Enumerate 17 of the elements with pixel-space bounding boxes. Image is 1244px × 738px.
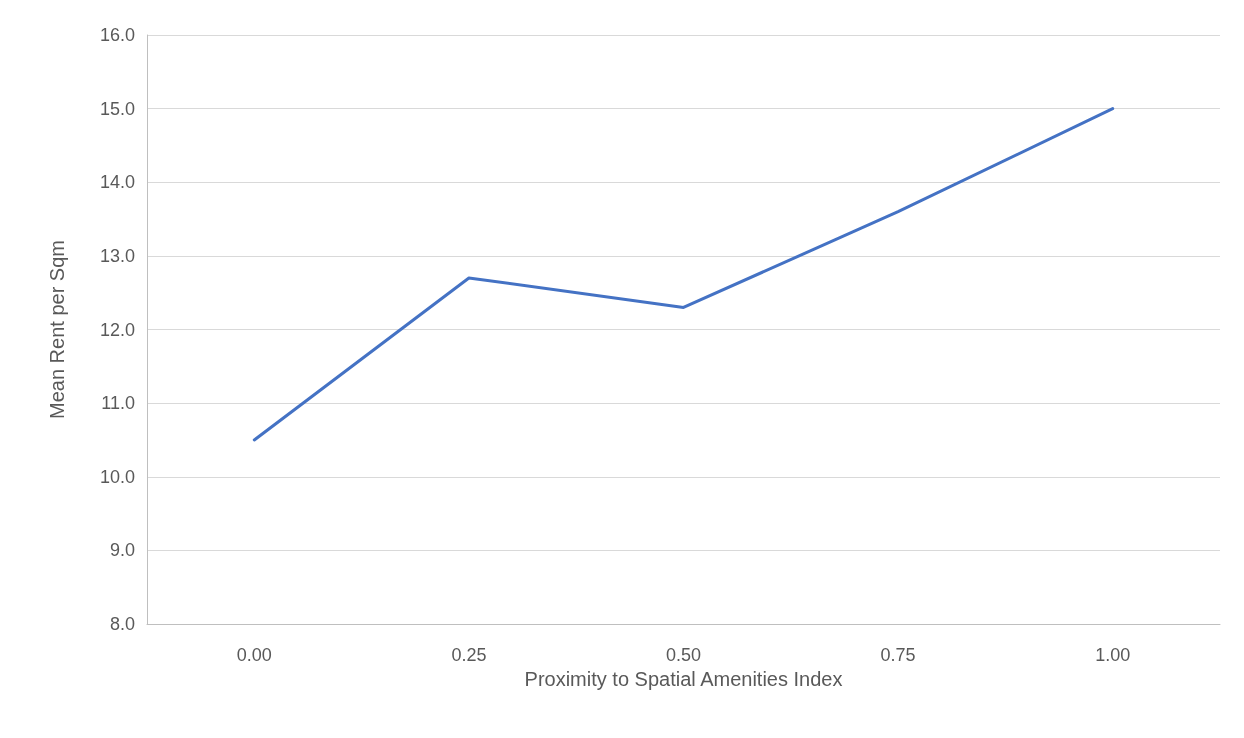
y-tick-label: 16.0	[99, 25, 135, 45]
y-tick-label: 9.0	[109, 540, 135, 561]
x-tick-label: 0.00	[236, 645, 272, 665]
y-tick-label: 8.0	[109, 614, 135, 634]
y-axis-title: Mean Rent per Sqm	[46, 240, 68, 419]
x-axis-title: Proximity to Spatial Amenities Index	[524, 667, 843, 690]
y-tick-label: 10.0	[99, 466, 135, 487]
x-tick-label: 0.50	[665, 645, 702, 665]
x-tick-label: 0.75	[880, 645, 916, 665]
y-tick-label: 11.0	[101, 393, 135, 414]
y-tick-label: 12.0	[99, 319, 135, 340]
x-tick-label: 1.00	[1095, 645, 1131, 665]
y-tick-label: 14.0	[99, 172, 135, 193]
line-series	[252, 107, 1115, 442]
y-tick-label: 15.0	[99, 98, 135, 119]
x-tick-label: 0.25	[451, 645, 487, 665]
y-tick-label: 13.0	[99, 245, 135, 266]
